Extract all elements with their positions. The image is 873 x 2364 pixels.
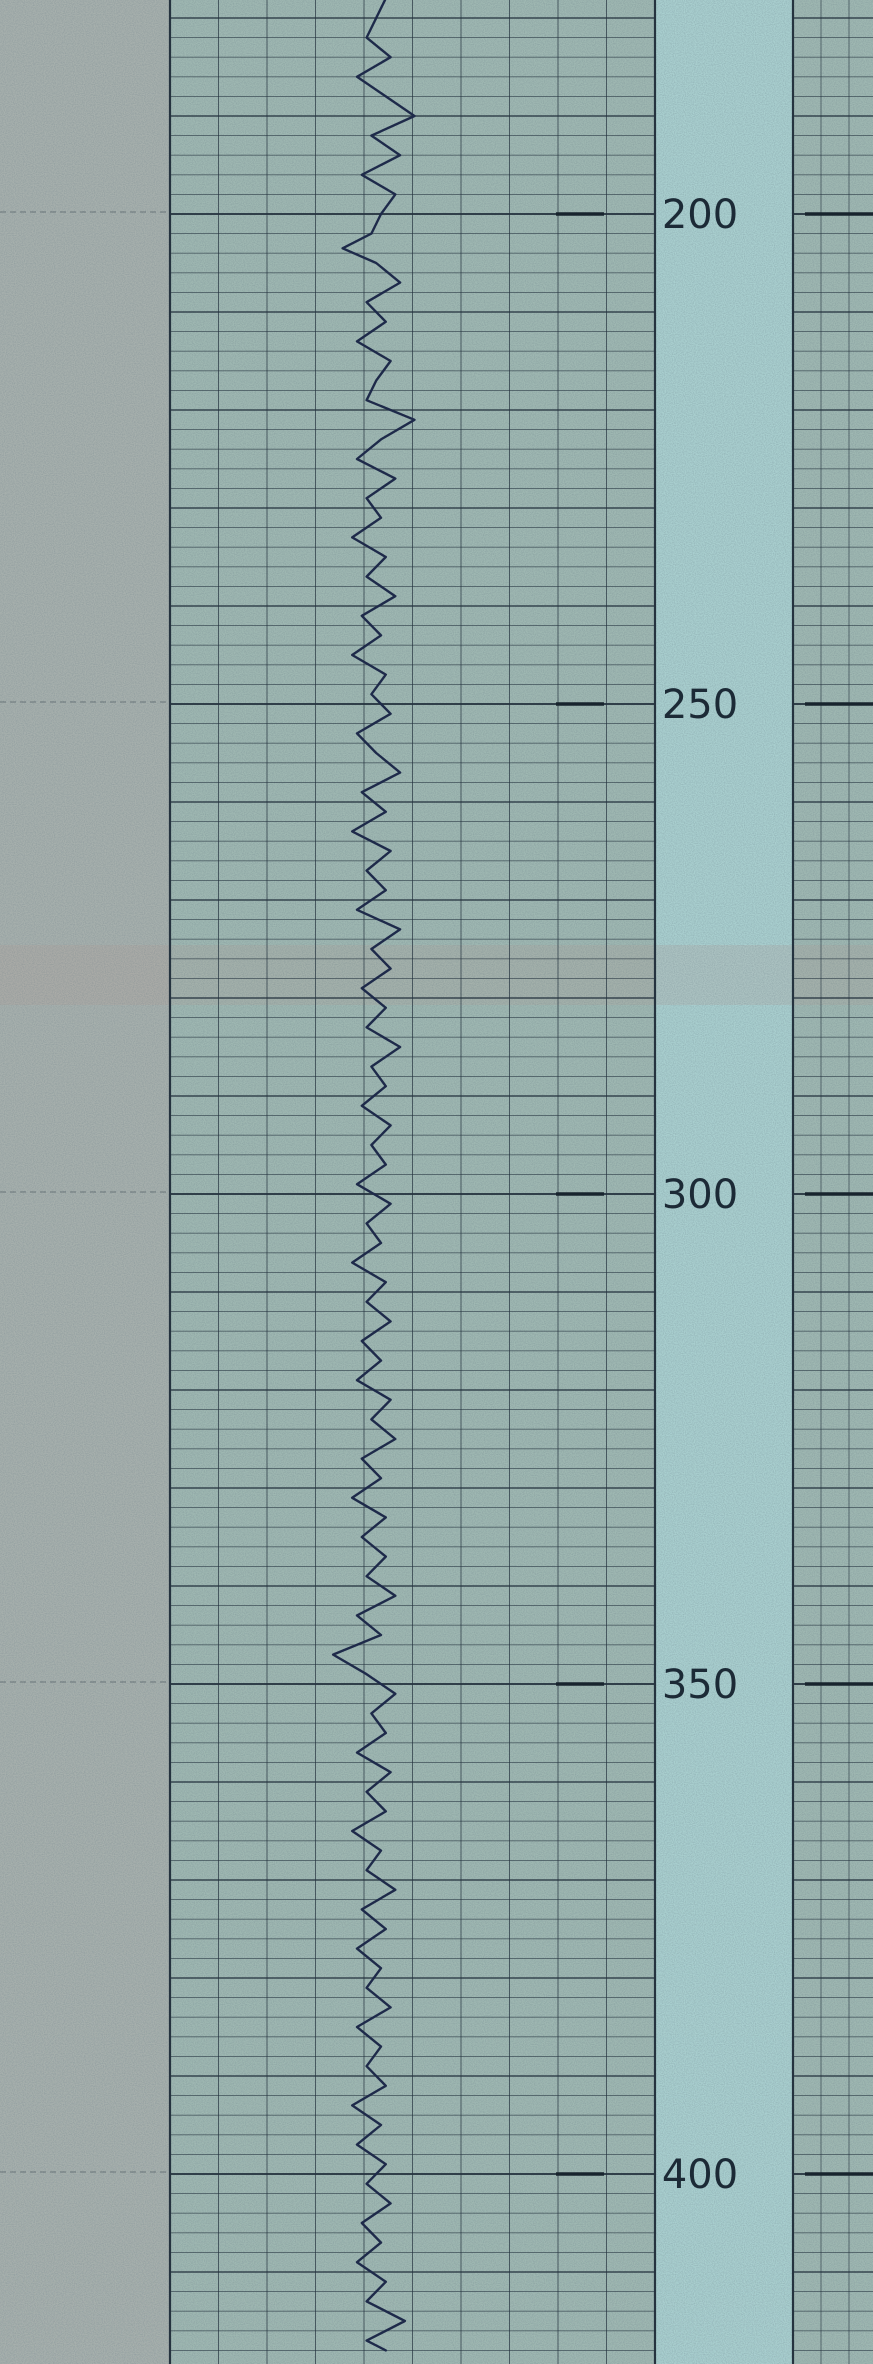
depth-label: 400: [662, 2152, 738, 2198]
depth-label: 250: [662, 682, 738, 728]
depth-label: 300: [662, 1172, 738, 1218]
log-trace-line-0: [331, 0, 416, 2352]
depth-label: 350: [662, 1662, 738, 1708]
depth-label: 200: [662, 192, 738, 238]
